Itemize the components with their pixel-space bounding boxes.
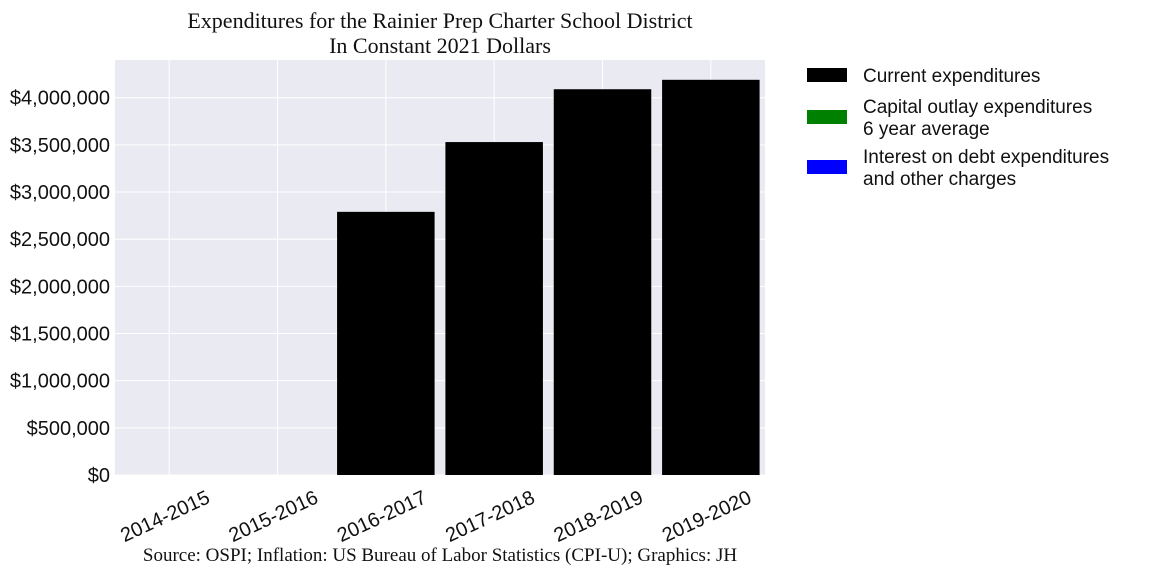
plot-background: [115, 60, 765, 475]
y-tick-label: $1,500,000: [10, 324, 110, 346]
chart-title-line-2: In Constant 2021 Dollars: [329, 33, 551, 58]
y-tick-label: $0: [88, 465, 110, 487]
legend-label: 6 year average: [863, 119, 990, 140]
plot-area: $0 $500,000 $1,000,000 $1,500,000 $2,000,000…: [10, 60, 765, 547]
x-tick-label: 2017-2018: [442, 487, 538, 547]
legend-label: and other charges: [863, 169, 1016, 190]
x-tick-label: 2015-2016: [226, 487, 322, 547]
legend: Current expenditures Capital outlay expen…: [807, 66, 1109, 190]
x-tick-label: 2014-2015: [117, 487, 213, 547]
legend-label: Interest on debt expenditures: [863, 147, 1109, 168]
x-tick-label: 2019-2020: [659, 487, 755, 547]
chart-title-line-1: Expenditures for the Rainier Prep Charte…: [187, 8, 692, 33]
bar: [337, 211, 435, 475]
legend-label: Capital outlay expenditures: [863, 97, 1092, 118]
bar: [445, 142, 543, 475]
x-tick-label: 2016-2017: [334, 487, 430, 547]
legend-swatch: [807, 110, 847, 124]
legend-label: Current expenditures: [863, 66, 1040, 87]
y-tick-label: $2,000,000: [10, 276, 110, 298]
y-tick-label: $3,500,000: [10, 135, 110, 157]
bar: [662, 79, 760, 475]
x-tick-label: 2018-2019: [551, 487, 647, 547]
legend-swatch: [807, 160, 847, 174]
source-note: Source: OSPI; Inflation: US Bureau of La…: [143, 545, 737, 566]
y-tick-label: $1,000,000: [10, 371, 110, 393]
legend-swatch: [807, 68, 847, 82]
y-tick-label: $4,000,000: [10, 88, 110, 110]
bar: [553, 89, 652, 475]
y-tick-label: $500,000: [27, 418, 110, 440]
y-tick-label: $3,000,000: [10, 182, 110, 204]
y-tick-label: $2,500,000: [10, 229, 110, 251]
